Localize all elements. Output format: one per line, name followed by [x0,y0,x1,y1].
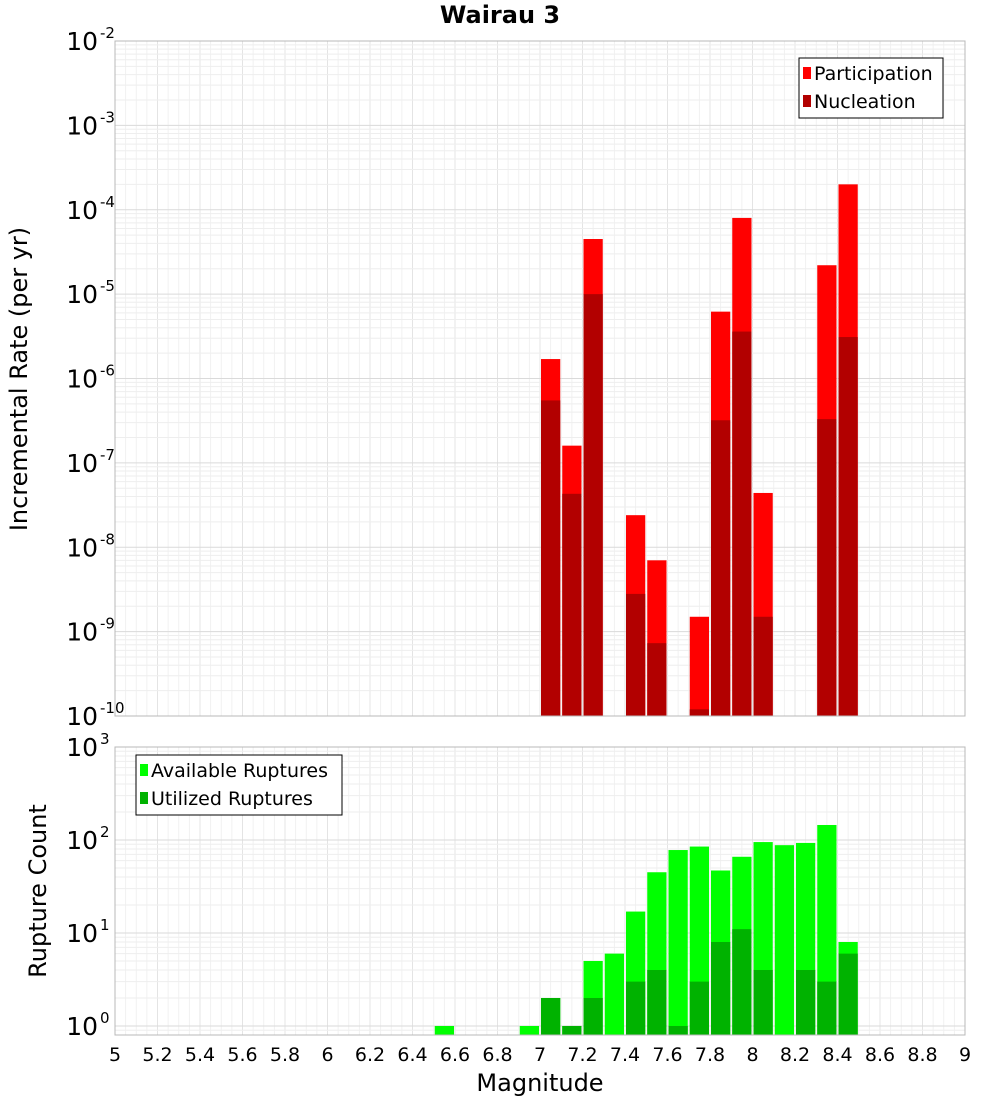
rates-ytick-label: 10 [66,111,98,140]
x-tick-label: 7.8 [695,1044,725,1066]
rates-ytick-exponent: -6 [100,362,115,380]
x-tick-label: 7.2 [567,1044,597,1066]
rates-bar-b [541,400,561,716]
rates-bar-b [711,420,731,716]
x-tick-label: 6.6 [440,1044,470,1066]
rates-ytick-exponent: -7 [100,446,115,464]
rates-ytick-exponent: -10 [100,699,125,717]
counts-bar-a [519,1025,539,1035]
rates-ytick-label: 10 [66,702,98,731]
rates-bar-b [626,593,646,716]
x-tick-label: 6.4 [397,1044,427,1066]
counts-bar-b [689,981,709,1035]
counts-bar-b [796,969,816,1035]
counts-bar-b [562,1025,582,1035]
top-y-axis-label: Incremental Rate (per yr) [5,227,33,531]
x-tick-label: 8.2 [780,1044,810,1066]
x-tick-label: 8.4 [822,1044,852,1066]
counts-legend-swatch [140,792,148,804]
rates-ytick-label: 10 [66,196,98,225]
x-tick-label: 7.4 [610,1044,640,1066]
x-tick-label: 6 [321,1044,333,1066]
rates-ytick-exponent: -9 [100,615,115,633]
counts-bar-b [753,969,773,1035]
counts-bar-b [626,981,646,1035]
counts-bar-a [774,845,794,1035]
counts-ytick-label: 10 [66,826,98,855]
counts-ytick-exponent: 3 [100,730,110,748]
x-tick-label: 8 [746,1044,758,1066]
bottom-y-axis-label: Rupture Count [24,804,52,978]
counts-legend-swatch [140,764,148,776]
counts-bar-b [541,997,561,1035]
counts-bar-b [647,969,667,1035]
counts-bar-b [817,981,837,1035]
x-tick-label: 8.8 [907,1044,937,1066]
counts-bar-a [604,953,624,1035]
counts-bar-b [732,929,752,1035]
x-tick-label: 5 [109,1044,121,1066]
counts-legend-box [135,754,343,816]
rates-bar-b [562,493,582,716]
rates-ytick-label: 10 [66,280,98,309]
rates-ytick-label: 10 [66,365,98,394]
counts-bar-b [711,942,731,1035]
counts-ytick-label: 10 [66,733,98,762]
rates-bar-b [838,337,858,716]
rates-bar-b [753,616,773,716]
counts-ytick-exponent: 2 [100,823,110,841]
rates-ytick-exponent: -2 [100,24,115,42]
counts-bar-a [668,850,688,1035]
rates-bar-b [732,331,752,716]
rates-bar-b [647,643,667,716]
counts-ytick-label: 10 [66,1012,98,1041]
rates-legend-label: Nucleation [814,91,916,113]
rates-ytick-exponent: -4 [100,193,115,211]
x-tick-label: 6.2 [355,1044,385,1066]
x-tick-label: 7 [534,1044,546,1066]
rates-bar-a [689,616,709,716]
x-tick-label: 5.4 [185,1044,215,1066]
counts-legend-label: Available Ruptures [151,760,328,782]
counts-bar-b [668,1025,688,1035]
counts-plot-frame [114,746,966,1036]
chart-title: Wairau 3 [440,1,560,29]
counts-bar-b [838,953,858,1035]
rates-ytick-exponent: -5 [100,277,115,295]
counts-bar-b [583,997,603,1035]
counts-ytick-exponent: 1 [100,916,110,934]
rates-ytick-label: 10 [66,27,98,56]
rates-legend-box [798,57,944,119]
rates-legend-swatch [803,67,811,79]
counts-ytick-label: 10 [66,919,98,948]
x-axis-label: Magnitude [476,1069,603,1097]
rates-legend-swatch [803,95,811,107]
rates-bar-b [817,419,837,716]
counts-legend-label: Utilized Ruptures [151,788,313,810]
x-tick-label: 5.2 [142,1044,172,1066]
rates-legend-label: Participation [814,63,933,85]
counts-ytick-exponent: 0 [100,1009,110,1027]
rates-plot-frame [114,40,966,717]
x-tick-label: 8.6 [865,1044,895,1066]
x-tick-label: 5.6 [227,1044,257,1066]
rates-bar-b [689,709,709,716]
rates-ytick-label: 10 [66,449,98,478]
x-tick-label: 7.6 [652,1044,682,1066]
rates-bar-b [583,294,603,716]
rates-ytick-label: 10 [66,618,98,647]
rates-ytick-label: 10 [66,533,98,562]
counts-bar-a [434,1025,454,1035]
rates-ytick-exponent: -8 [100,530,115,548]
x-tick-label: 5.8 [270,1044,300,1066]
x-tick-label: 6.8 [482,1044,512,1066]
rates-ytick-exponent: -3 [100,108,115,126]
x-tick-label: 9 [959,1044,971,1066]
